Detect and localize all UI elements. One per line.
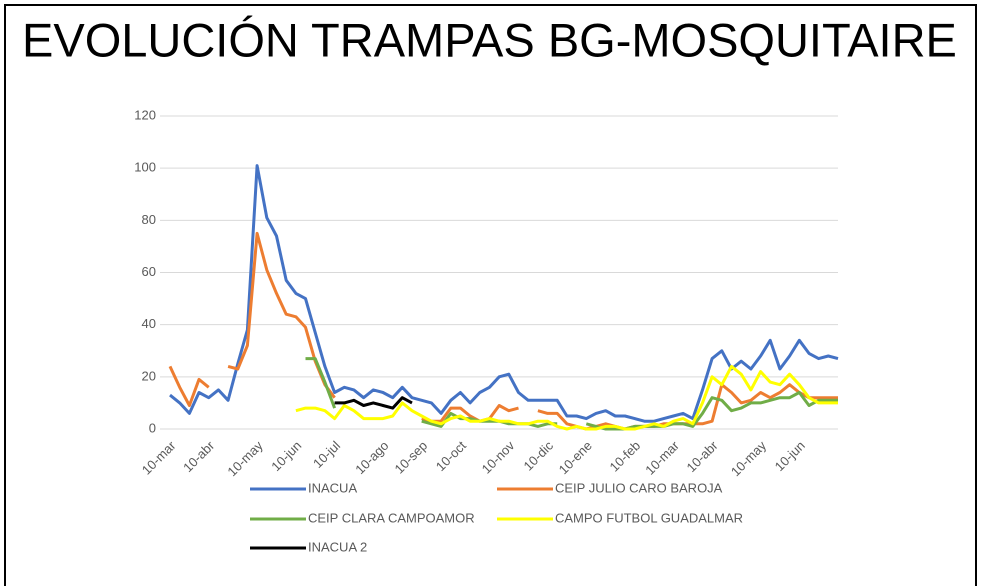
series-line [334, 396, 413, 410]
series-line [169, 164, 839, 423]
legend-label: INACUA 2 [308, 539, 367, 554]
chart-title: EVOLUCIÓN TRAMPAS BG-MOSQUITAIRE [22, 13, 957, 66]
y-tick-label: 100 [134, 160, 156, 175]
legend-label: CAMPO FUTBOL GUADALMAR [555, 510, 743, 525]
frame [4, 4, 977, 586]
series-line [168, 231, 838, 431]
y-tick-label: 20 [142, 368, 156, 383]
series-line [295, 364, 838, 431]
legend-label: INACUA [308, 480, 357, 495]
y-tick-label: 80 [142, 212, 156, 227]
legend-label: CEIP JULIO CARO BAROJA [555, 480, 723, 495]
y-tick-label: 0 [149, 420, 156, 435]
legend-label: CEIP CLARA CAMPOAMOR [308, 510, 475, 525]
y-tick-label: 60 [142, 264, 156, 279]
y-tick-label: 120 [134, 107, 156, 122]
y-tick-label: 40 [142, 316, 156, 331]
